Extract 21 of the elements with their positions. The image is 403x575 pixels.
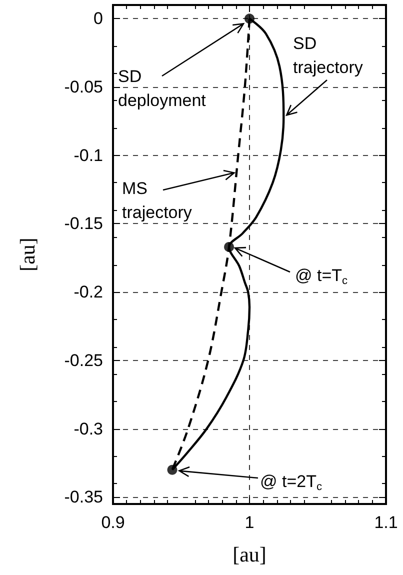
y-tick-label: -0.35 xyxy=(64,488,103,507)
x-tick-label: 1 xyxy=(244,513,254,532)
annotation: SD trajectory xyxy=(293,34,364,76)
annotation: SD deployment xyxy=(118,66,206,110)
y-tick-label: -0.1 xyxy=(74,146,103,165)
y-tick-label: -0.2 xyxy=(74,282,103,302)
annotation: @ t=T$_{c}$ xyxy=(295,266,348,287)
x-tick-label: 1.1 xyxy=(374,513,398,532)
annotation: @ t=2T$_{c}$ xyxy=(260,472,322,493)
annotation: MS trajectory xyxy=(122,178,192,222)
point xyxy=(244,14,254,24)
x-axis-title: [au] xyxy=(232,542,266,566)
point xyxy=(167,464,178,475)
y-tick-label: 0 xyxy=(94,9,103,28)
y-tick-label: -0.15 xyxy=(64,214,103,234)
y-tick-label: -0.25 xyxy=(64,350,103,370)
y-tick-label: -0.3 xyxy=(74,419,103,438)
point xyxy=(224,242,234,252)
x-tick-label: 0.9 xyxy=(101,513,125,532)
y-axis-title: [au] xyxy=(16,238,40,272)
y-tick-label: -0.05 xyxy=(64,78,103,97)
